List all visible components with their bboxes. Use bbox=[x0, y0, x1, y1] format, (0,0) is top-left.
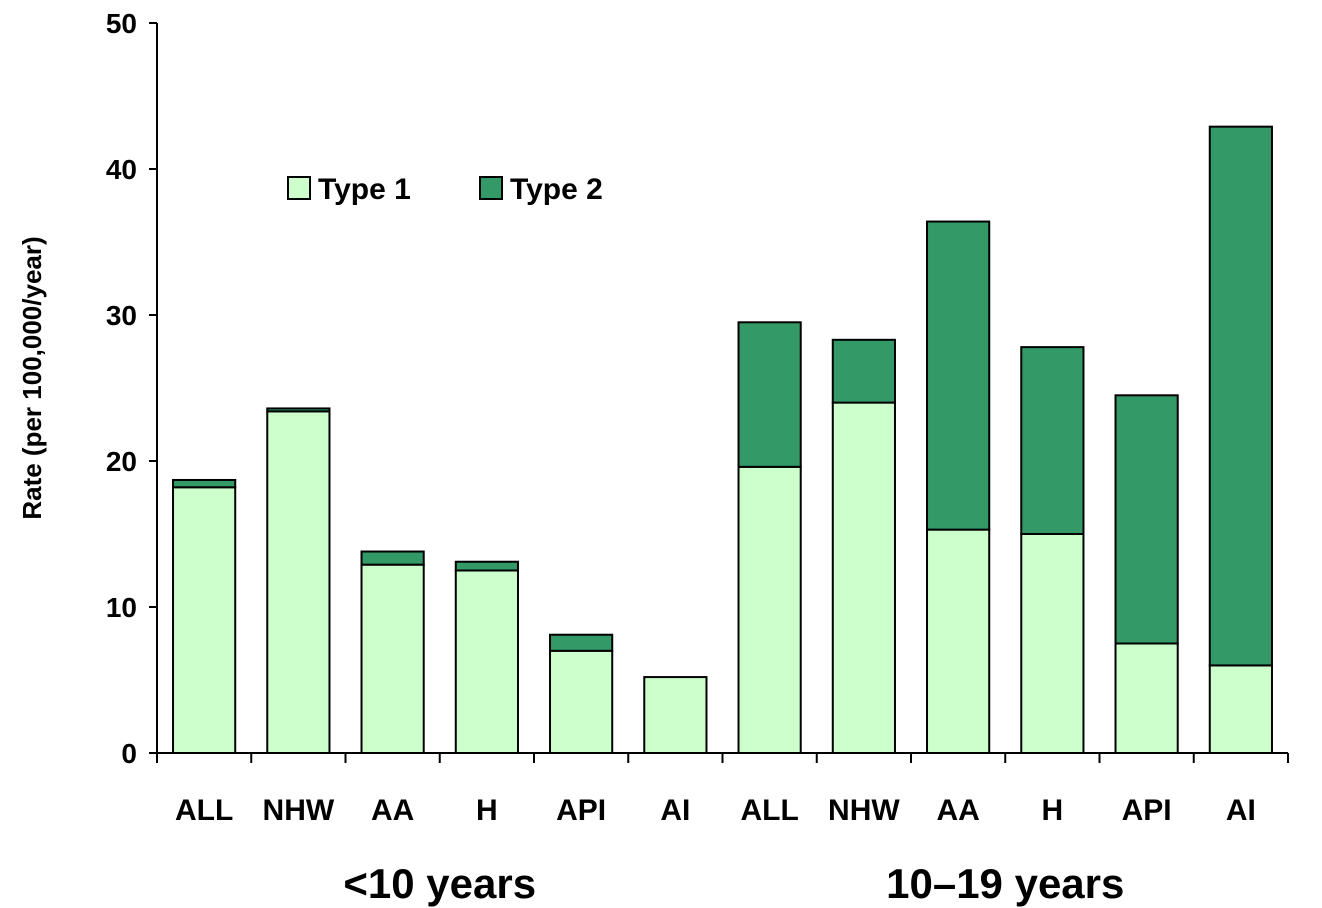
bar-type1-segment bbox=[454, 569, 519, 754]
bar-type2-segment bbox=[737, 321, 802, 468]
bar-type1-segment bbox=[172, 486, 237, 754]
x-tick-label: NHW bbox=[828, 794, 900, 827]
bar-type1-segment bbox=[737, 465, 802, 754]
group-label: 10–19 years bbox=[886, 860, 1124, 907]
bar-type1-segment bbox=[1114, 642, 1179, 754]
y-tick-label: 10 bbox=[106, 592, 137, 623]
bar-type1-segment bbox=[926, 528, 991, 754]
x-tick-label: ALL bbox=[740, 794, 798, 827]
bar-type2-segment bbox=[360, 550, 425, 566]
group-label: <10 years bbox=[343, 860, 536, 907]
bar-type2-segment bbox=[1020, 346, 1085, 535]
x-tick-label: API bbox=[556, 794, 606, 827]
bar-type2-segment bbox=[172, 478, 237, 489]
bar-type2-segment bbox=[1114, 394, 1179, 645]
x-tick-label: NHW bbox=[263, 794, 335, 827]
legend-swatch bbox=[287, 176, 311, 200]
legend: Type 1 Type 2 bbox=[287, 173, 603, 206]
bars bbox=[172, 125, 1273, 755]
bar-type1-segment bbox=[1208, 664, 1273, 755]
legend-label: Type 2 bbox=[510, 173, 603, 206]
x-tick-label: AI bbox=[1226, 794, 1256, 827]
x-tick-label: H bbox=[1042, 794, 1064, 827]
x-tick-label: AA bbox=[936, 794, 979, 827]
bar-type2-segment bbox=[831, 338, 896, 404]
bar-type1-segment bbox=[1020, 533, 1085, 754]
bar-type1-segment bbox=[266, 410, 331, 754]
bar-type2-segment bbox=[266, 407, 331, 413]
x-tick-label: ALL bbox=[175, 794, 233, 827]
y-tick-label: 50 bbox=[106, 8, 137, 39]
bar-type1-segment bbox=[831, 401, 896, 754]
x-tick-label: API bbox=[1122, 794, 1172, 827]
x-tick-label: H bbox=[476, 794, 498, 827]
y-axis-title: Rate (per 100,000/year) bbox=[17, 236, 47, 519]
y-axis-ticks: 0 10 20 30 40 50 bbox=[106, 8, 157, 769]
x-axis-labels: ALL NHW AA H API AI ALL NHW AA H API AI bbox=[175, 794, 1256, 827]
bar-type1-segment bbox=[360, 563, 425, 754]
legend-swatch bbox=[479, 176, 503, 200]
y-tick-label: 20 bbox=[106, 446, 137, 477]
bar-type2-segment bbox=[549, 633, 614, 652]
bar-type2-segment bbox=[454, 560, 519, 572]
y-tick-label: 0 bbox=[121, 738, 137, 769]
y-tick-label: 40 bbox=[106, 154, 137, 185]
group-labels: <10 years 10–19 years bbox=[343, 860, 1124, 907]
x-tick-label: AI bbox=[660, 794, 690, 827]
y-tick-label: 30 bbox=[106, 300, 137, 331]
legend-label: Type 1 bbox=[318, 173, 411, 206]
axes bbox=[156, 23, 1289, 763]
bar-type1-segment bbox=[643, 676, 708, 755]
bar-type2-segment bbox=[926, 220, 991, 531]
bar-type1-segment bbox=[549, 649, 614, 754]
x-tick-label: AA bbox=[371, 794, 414, 827]
bar-type2-segment bbox=[1208, 125, 1273, 667]
